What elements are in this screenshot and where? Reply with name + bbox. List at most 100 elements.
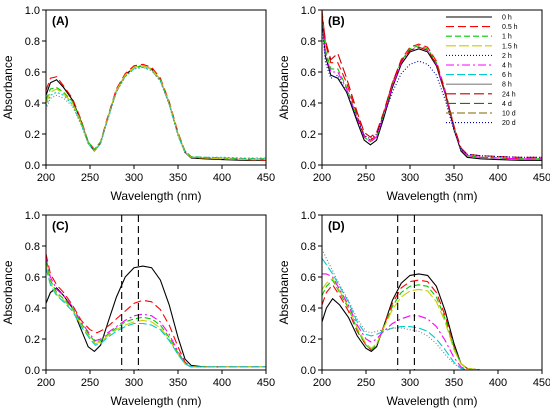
y-tick-label: 0.6: [25, 272, 40, 284]
plot-frame: [45, 214, 267, 371]
legend-label: 0.5 h: [502, 24, 518, 31]
x-tick-label: 400: [213, 377, 231, 389]
panel-label: (D): [328, 219, 345, 233]
series-line-2: [46, 63, 266, 161]
y-tick-label: 0.8: [301, 241, 316, 253]
y-tick-label: 0.4: [301, 98, 316, 110]
series-line-4: [322, 277, 542, 370]
x-tick-label: 200: [313, 377, 331, 389]
series-line-6: [322, 25, 542, 158]
legend-label: 24 h: [502, 91, 516, 98]
series-group: [322, 248, 542, 370]
legend-label: 6 h: [502, 72, 512, 79]
x-tick-label: 250: [357, 377, 375, 389]
series-line-5: [322, 273, 542, 370]
series-line-3: [322, 279, 542, 370]
y-tick-label: 0.0: [25, 365, 40, 377]
x-tick-label: 300: [401, 377, 419, 389]
plot-frame: [45, 9, 267, 166]
y-axis-title: Absorbance: [1, 260, 15, 324]
y-tick-label: 0.8: [25, 241, 40, 253]
series-group: [46, 253, 266, 368]
legend-label: 1 h: [502, 34, 512, 41]
series-line-5: [46, 66, 266, 159]
series-line-2: [322, 279, 542, 370]
plot-frame: [321, 9, 543, 166]
y-tick-label: 0.2: [301, 129, 316, 141]
legend-label: 0 h: [502, 15, 512, 22]
x-tick-label: 400: [489, 172, 507, 184]
y-tick-label: 0.0: [301, 160, 316, 172]
x-tick-label: 200: [313, 172, 331, 184]
y-axis-title: Absorbance: [1, 55, 15, 119]
plot-frame: [321, 214, 543, 371]
x-axis-title: Wavelength (nm): [111, 394, 202, 408]
series-line-5: [46, 264, 266, 368]
y-tick-label: 0.8: [301, 36, 316, 48]
x-tick-label: 350: [169, 377, 187, 389]
series-line-4: [322, 16, 542, 160]
y-tick-label: 0.8: [25, 36, 40, 48]
chart-panel-3: 200 250 300 350 400 450 0.0 0.2 0.4 0.6 0.8 1.0 Wave…: [1, 210, 275, 408]
series-line-6: [46, 267, 266, 368]
series-line-2: [46, 253, 266, 368]
y-tick-label: 0.2: [25, 129, 40, 141]
legend-label: 4 d: [502, 101, 512, 108]
x-tick-label: 250: [81, 377, 99, 389]
series-line-1: [322, 273, 542, 370]
x-axis-title: Wavelength (nm): [387, 189, 478, 203]
chart-panel-2: 200 250 300 350 400 450 0.0 0.2 0.4 0.6 0.8 1.0 Wave…: [277, 5, 550, 203]
x-tick-label: 300: [125, 377, 143, 389]
series-line-7: [322, 248, 542, 370]
series-group: [322, 10, 542, 161]
y-tick-label: 0.4: [25, 98, 40, 110]
x-tick-label: 350: [445, 377, 463, 389]
x-tick-label: 200: [37, 377, 55, 389]
y-tick-label: 0.2: [25, 334, 40, 346]
series-line-6: [46, 66, 266, 160]
y-tick-label: 0.6: [301, 67, 316, 79]
series-group: [46, 63, 266, 161]
series-line-4: [46, 65, 266, 161]
x-tick-label: 450: [533, 172, 550, 184]
y-tick-label: 0.0: [301, 365, 316, 377]
x-tick-label: 450: [257, 377, 275, 389]
y-tick-label: 1.0: [25, 5, 40, 17]
x-tick-label: 450: [533, 377, 550, 389]
y-tick-label: 0.6: [25, 67, 40, 79]
series-line-3: [322, 13, 542, 160]
panel-label: (A): [52, 14, 69, 28]
x-tick-label: 300: [125, 172, 143, 184]
x-tick-label: 250: [357, 172, 375, 184]
x-tick-label: 450: [257, 172, 275, 184]
panel-label: (B): [328, 14, 345, 28]
x-tick-label: 350: [169, 172, 187, 184]
y-tick-label: 1.0: [301, 5, 316, 17]
series-line-1: [46, 65, 266, 161]
panel-label: (C): [52, 219, 69, 233]
series-line-5: [322, 14, 542, 158]
y-tick-label: 0.4: [25, 303, 40, 315]
legend-label: 8 h: [502, 82, 512, 89]
legend-label: 4 h: [502, 63, 512, 70]
y-tick-label: 0.6: [301, 272, 316, 284]
series-line-3: [46, 65, 266, 160]
chart-panel-4: 200 250 300 350 400 450 0.0 0.2 0.4 0.6 0.8 1.0 Wave…: [277, 210, 550, 408]
legend: 0 h 0.5 h 1 h 1.5 h 2 h 4 h 6 h 8 h 24 h 4 d 10 d 2…: [446, 15, 518, 127]
legend-label: 1.5 h: [502, 43, 518, 50]
x-tick-label: 400: [489, 377, 507, 389]
series-line-1: [46, 265, 266, 368]
x-tick-label: 400: [213, 172, 231, 184]
x-tick-label: 200: [37, 172, 55, 184]
y-tick-label: 1.0: [25, 210, 40, 222]
x-axis-title: Wavelength (nm): [387, 394, 478, 408]
series-line-4: [46, 261, 266, 368]
y-axis-title: Absorbance: [277, 55, 291, 119]
y-tick-label: 1.0: [301, 210, 316, 222]
y-axis-title: Absorbance: [277, 260, 291, 324]
legend-label: 2 h: [502, 53, 512, 60]
legend-label: 10 d: [502, 111, 516, 118]
y-tick-label: 0.4: [301, 303, 316, 315]
x-tick-label: 250: [81, 172, 99, 184]
